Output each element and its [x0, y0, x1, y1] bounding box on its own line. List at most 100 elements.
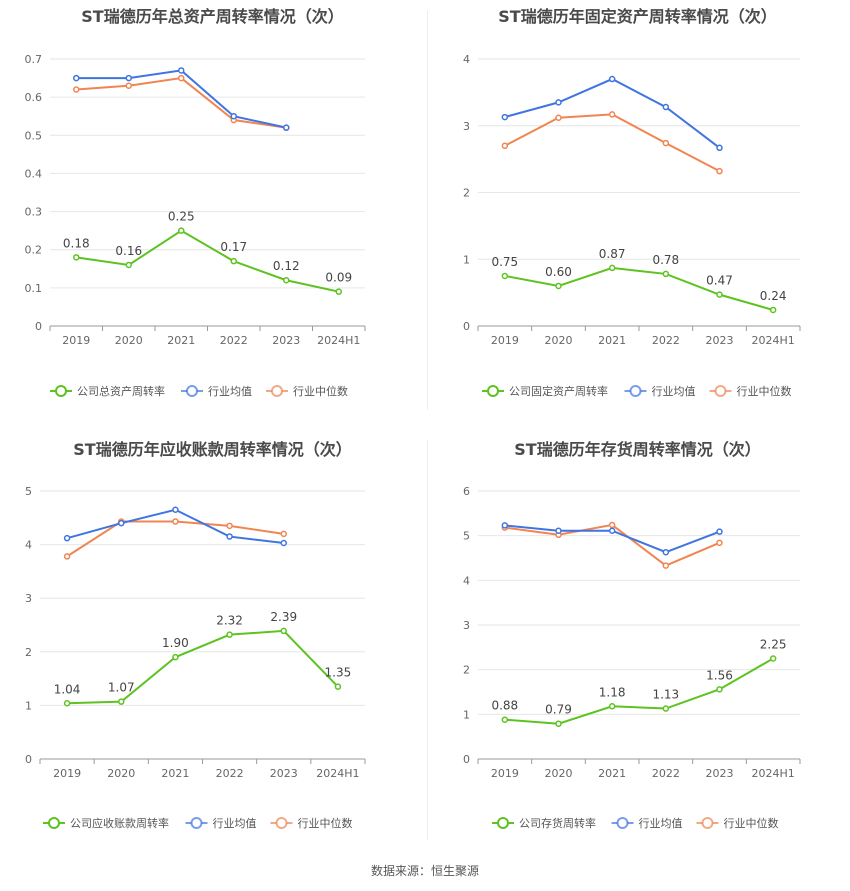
- y-tick-label: 0.2: [25, 244, 43, 257]
- y-tick-label: 5: [25, 485, 32, 498]
- data-point-avg: [555, 99, 562, 106]
- data-point-company: [555, 282, 562, 290]
- chart-svg: 0 1 2 3 4 5 6 2019 2020 2021 2022 2023 2024H1 0.88 0.7…: [463, 485, 801, 830]
- legend-label: 行业均值: [213, 817, 257, 830]
- chart-svg: 0 1 2 3 4 2019 2020 2021 2022 2023 2024H1 0.75 0.60 0…: [463, 53, 801, 398]
- data-point-avg: [178, 67, 185, 74]
- y-tick-label: 0.6: [25, 91, 43, 104]
- legend-label: 公司固定资产周转率: [509, 384, 608, 398]
- data-point-company: [608, 703, 616, 710]
- data-point-avg: [63, 534, 71, 542]
- legend-swatch-marker: [186, 385, 198, 397]
- data-label: 0.25: [168, 210, 195, 224]
- legend-swatch-marker: [271, 385, 283, 397]
- data-point-company: [662, 270, 670, 278]
- data-point-company: [334, 683, 342, 690]
- series-line-company: [67, 629, 339, 705]
- data-point-avg: [716, 528, 723, 535]
- x-tick-label: 2022: [216, 767, 244, 780]
- legend-label: 公司存货周转率: [519, 816, 596, 830]
- data-source-note: 数据来源：恒生聚源: [370, 864, 479, 878]
- y-tick-label: 4: [463, 574, 470, 587]
- data-point-median: [280, 530, 287, 538]
- legend-label: 行业中位数: [737, 384, 792, 398]
- y-tick-label: 0.4: [25, 167, 43, 180]
- x-tick-label: 2020: [115, 334, 143, 347]
- data-point-company: [716, 686, 723, 693]
- data-point-avg: [73, 74, 80, 82]
- x-tick-label: 2024H1: [752, 767, 795, 780]
- legend-swatch-marker: [497, 817, 509, 829]
- y-tick-label: 0.3: [25, 206, 43, 219]
- x-tick-label: 2021: [161, 767, 189, 780]
- x-tick-label: 2024H1: [752, 334, 795, 347]
- legend-label: 行业中位数: [724, 816, 779, 830]
- y-tick-label: 2: [25, 646, 32, 659]
- data-label: 0.79: [545, 703, 572, 717]
- data-point-avg: [716, 144, 723, 152]
- legend-label: 行业均值: [208, 385, 252, 398]
- panel-divider-bottom: [427, 440, 428, 840]
- data-point-avg: [283, 124, 290, 131]
- data-label: 0.18: [63, 236, 90, 250]
- y-tick-label: 0.5: [25, 129, 43, 142]
- data-label: 0.75: [491, 255, 518, 269]
- data-point-median: [608, 521, 616, 529]
- data-point-company: [501, 272, 509, 280]
- data-point-company: [608, 264, 616, 272]
- chart-panel-inventory: ST瑞德历年存货周转率情况（次） 0 1 2 3 4 5 6 2019 2020 2021 2022…: [425, 433, 850, 866]
- data-point-median: [73, 86, 80, 93]
- data-label: 1.35: [325, 666, 352, 680]
- chart-title: ST瑞德历年总资产周转率情况（次）: [81, 7, 344, 26]
- data-label: 0.09: [325, 271, 352, 285]
- data-point-median: [662, 139, 670, 147]
- x-tick-label: 2024H1: [317, 334, 360, 347]
- legend-swatch-marker: [190, 817, 203, 829]
- data-label: 1.07: [108, 681, 135, 695]
- data-point-company: [178, 227, 185, 234]
- data-point-company: [769, 306, 777, 314]
- data-point-avg: [608, 75, 616, 83]
- data-point-median: [662, 562, 670, 569]
- y-tick-label: 6: [463, 485, 470, 498]
- data-point-company: [63, 700, 71, 707]
- data-point-median: [608, 111, 616, 118]
- chart-title: ST瑞德历年固定资产周转率情况（次）: [498, 7, 777, 26]
- x-tick-label: 2021: [598, 767, 626, 780]
- series-line-company: [504, 266, 774, 311]
- legend-swatch-marker: [487, 385, 499, 397]
- data-point-median: [178, 74, 185, 82]
- data-point-company: [662, 705, 670, 712]
- data-point-company: [118, 698, 125, 705]
- data-point-median: [555, 114, 562, 121]
- data-label: 1.56: [706, 668, 733, 682]
- y-tick-label: 3: [25, 592, 32, 605]
- y-tick-label: 2: [463, 664, 470, 677]
- y-tick-label: 0.1: [25, 282, 43, 295]
- chart-svg: 0 0.1 0.2 0.3 0.4 0.5 0.6 0.7 2019 2020 2021 2022 20…: [25, 53, 366, 398]
- series-line-company: [504, 657, 774, 725]
- data-point-company: [226, 631, 233, 638]
- panel-divider-top: [427, 10, 428, 410]
- data-point-avg: [662, 103, 670, 111]
- legend-label: 行业中位数: [293, 384, 348, 398]
- x-tick-label: 2020: [107, 767, 135, 780]
- y-tick-label: 0.7: [25, 53, 43, 66]
- x-tick-label: 2023: [272, 334, 300, 347]
- chart-svg: 0 1 2 3 4 5 2019 2020 2021 2022 2023 2024H1 1.04 1.07…: [25, 485, 366, 830]
- data-point-median: [716, 539, 723, 547]
- data-point-avg: [118, 519, 125, 527]
- x-tick-label: 2023: [706, 334, 734, 347]
- data-point-company: [769, 655, 777, 662]
- series-line-company: [76, 229, 339, 293]
- x-tick-label: 2020: [545, 334, 573, 347]
- data-label: 0.88: [491, 699, 518, 713]
- legend-swatch-marker: [616, 817, 629, 829]
- data-point-median: [63, 553, 71, 560]
- data-label: 0.24: [760, 289, 787, 303]
- x-tick-label: 2023: [706, 767, 734, 780]
- y-tick-label: 3: [463, 120, 470, 133]
- data-label: 0.12: [273, 259, 300, 273]
- data-label: 0.87: [599, 247, 626, 261]
- data-point-median: [226, 522, 233, 530]
